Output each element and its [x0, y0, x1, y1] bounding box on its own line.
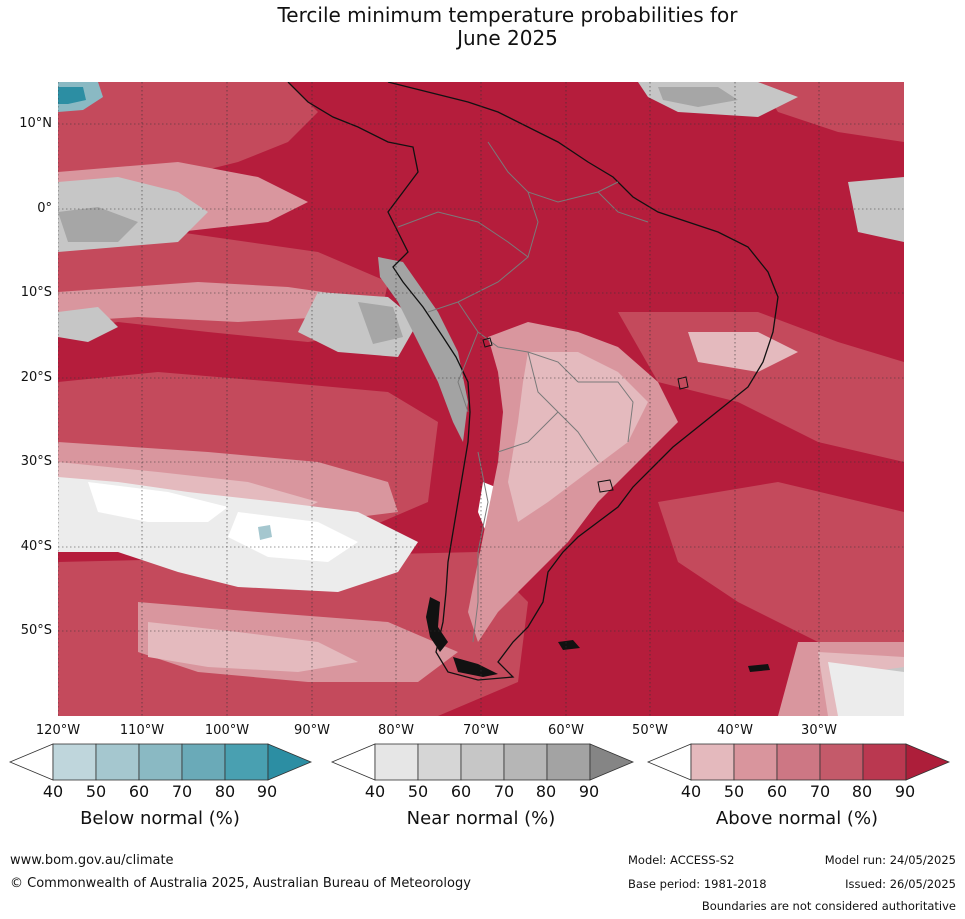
- colorbar-near-normal: [330, 743, 635, 781]
- cbar-below-tick-90: 90: [256, 782, 278, 801]
- colorbar-extend-high: [589, 743, 635, 781]
- lon-label-90w: 90°W: [294, 723, 330, 738]
- cbar-below-tick-70: 70: [171, 782, 193, 801]
- colorbar-extend-low: [646, 743, 692, 781]
- land-light-region: [508, 352, 648, 522]
- colorbar-below-svg: [8, 743, 313, 781]
- colorbar-segment: [733, 743, 778, 781]
- lon-label-110w: 110°W: [119, 723, 165, 738]
- cbar-near-tick-80: 80: [535, 782, 557, 801]
- colorbar-extend-high: [267, 743, 313, 781]
- cbar-above-tick-70: 70: [809, 782, 831, 801]
- below-normal-zones: [58, 82, 272, 540]
- colorbar-segment: [819, 743, 864, 781]
- andes-near-normal: [378, 257, 468, 442]
- lon-label-30w: 30°W: [801, 723, 837, 738]
- colorbar-above-normal: [646, 743, 951, 781]
- lon-label-70w: 70°W: [463, 723, 499, 738]
- issued-text: Issued: 26/05/2025: [845, 877, 956, 891]
- colorbar-segment: [690, 743, 735, 781]
- lat-label-0: 0°: [37, 201, 52, 216]
- lon-label-80w: 80°W: [378, 723, 414, 738]
- lat-label-10s: 10°S: [20, 285, 52, 300]
- colorbar-below-normal: [8, 743, 313, 781]
- lat-label-50s: 50°S: [20, 623, 52, 638]
- lat-label-30s: 30°S: [20, 454, 52, 469]
- map-canvas: [58, 82, 904, 716]
- colorbar-segment: [460, 743, 505, 781]
- colorbar-segment: [52, 743, 97, 781]
- colorbar-segment: [374, 743, 419, 781]
- colorbar-extend-low: [8, 743, 54, 781]
- graticule: [58, 82, 904, 716]
- colorbar-segment: [862, 743, 907, 781]
- cbar-below-tick-50: 50: [85, 782, 107, 801]
- probability-map: [58, 82, 904, 716]
- base-period-text: Base period: 1981-2018: [628, 877, 767, 891]
- colorbar-segment: [181, 743, 226, 781]
- colorbar-segment: [417, 743, 462, 781]
- lon-label-100w: 100°W: [204, 723, 250, 738]
- country-borders: [397, 141, 649, 643]
- colorbar-segment: [503, 743, 548, 781]
- lat-label-20s: 20°S: [20, 370, 52, 385]
- near-normal-dark-zones: [58, 87, 738, 344]
- colorbar-segment: [138, 743, 183, 781]
- model-text: Model: ACCESS-S2: [628, 853, 735, 867]
- copyright-text: © Commonwealth of Australia 2025, Austra…: [10, 876, 471, 891]
- patagonia-islands: [426, 597, 498, 677]
- cbar-near-tick-60: 60: [450, 782, 472, 801]
- cbar-above-tick-50: 50: [723, 782, 745, 801]
- cbar-above-tick-80: 80: [851, 782, 873, 801]
- lat-label-10n: 10°N: [19, 116, 52, 131]
- falklands: [558, 640, 580, 650]
- cbar-above-tick-90: 90: [894, 782, 916, 801]
- lon-label-50w: 50°W: [632, 723, 668, 738]
- lat-label-40s: 40°S: [20, 539, 52, 554]
- south-georgia: [748, 664, 770, 672]
- title-line-2: June 2025: [457, 26, 558, 50]
- cbar-below-title: Below normal (%): [80, 808, 240, 829]
- disclaimer-text: Boundaries are not considered authoritat…: [701, 899, 956, 913]
- colorbar-near-svg: [330, 743, 635, 781]
- lon-label-40w: 40°W: [717, 723, 753, 738]
- cbar-below-tick-40: 40: [42, 782, 64, 801]
- website-link[interactable]: www.bom.gov.au/climate: [10, 853, 174, 868]
- cbar-above-title: Above normal (%): [715, 808, 879, 829]
- chart-title: Tercile minimum temperature probabilitie…: [0, 4, 965, 50]
- cbar-near-tick-40: 40: [364, 782, 386, 801]
- model-run-text: Model run: 24/05/2025: [824, 853, 956, 867]
- cbar-near-title: Near normal (%): [406, 808, 556, 829]
- lon-label-60w: 60°W: [548, 723, 584, 738]
- colorbar-extend-low: [330, 743, 376, 781]
- colorbar-segment: [95, 743, 140, 781]
- cbar-near-tick-90: 90: [578, 782, 600, 801]
- cbar-near-tick-50: 50: [407, 782, 429, 801]
- colorbar-segment: [546, 743, 591, 781]
- cbar-above-tick-60: 60: [766, 782, 788, 801]
- lon-label-120w: 120°W: [35, 723, 81, 738]
- cbar-below-tick-80: 80: [214, 782, 236, 801]
- cbar-below-tick-60: 60: [128, 782, 150, 801]
- lakes: [482, 337, 689, 493]
- colorbar-segment: [776, 743, 821, 781]
- colorbar-segment: [224, 743, 269, 781]
- coastline: [287, 82, 779, 681]
- colorbar-extend-high: [905, 743, 951, 781]
- colorbar-above-svg: [646, 743, 951, 781]
- title-line-1: Tercile minimum temperature probabilitie…: [277, 3, 738, 27]
- cbar-near-tick-70: 70: [493, 782, 515, 801]
- cbar-above-tick-40: 40: [680, 782, 702, 801]
